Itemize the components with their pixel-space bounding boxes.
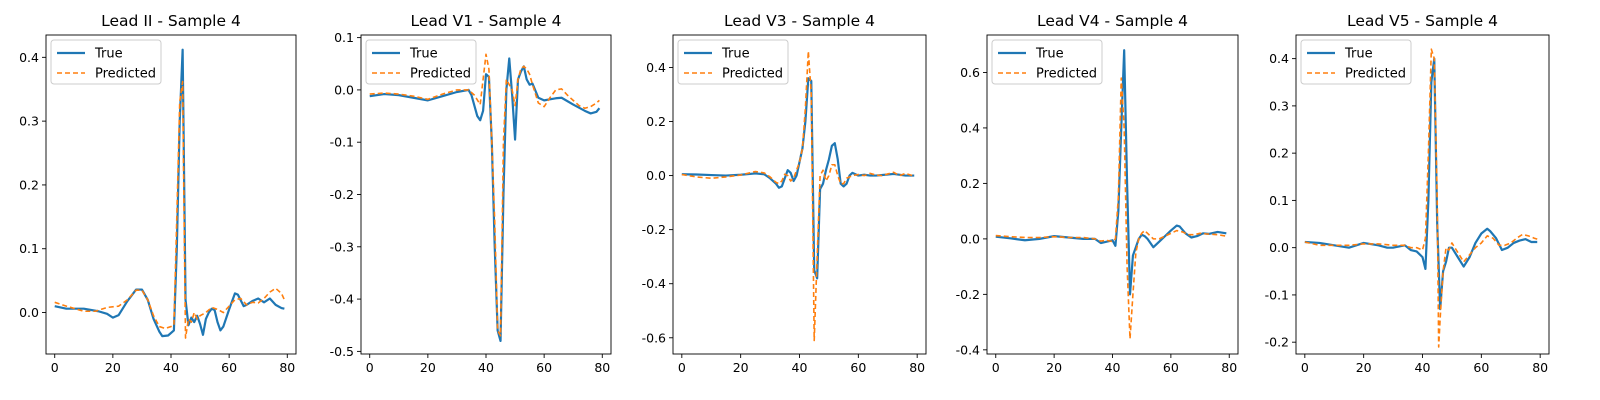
series-line-true	[54, 48, 285, 338]
y-tick-label: -0.4	[330, 292, 354, 307]
x-tick-label: 60	[221, 360, 237, 375]
y-tick-label: 0.4	[1269, 51, 1289, 66]
y-tick-label: 0.0	[960, 231, 980, 246]
x-tick-label: 80	[909, 360, 925, 375]
x-tick-label: 60	[1163, 360, 1179, 375]
series-line-true	[995, 49, 1227, 296]
y-tick-label: 0.3	[19, 114, 39, 129]
y-tick-label: 0.1	[334, 30, 354, 45]
y-tick-label: 0.0	[19, 305, 39, 320]
series-line-predicted	[995, 77, 1227, 340]
subplot-3: Lead V3 - Sample 4 0 20 40 60 80 0.4 0.2 0.0 -0.2…	[642, 12, 927, 375]
y-tick-label: 0.2	[960, 176, 980, 191]
x-tick-label: 0	[992, 360, 1000, 375]
legend-label-predicted: Predicted	[722, 67, 783, 82]
x-tick-label: 20	[1046, 360, 1062, 375]
y-tick-label: -0.4	[642, 276, 666, 291]
subplot-title: Lead V4 - Sample 4	[1037, 12, 1188, 30]
y-tick-label: 0.6	[960, 65, 980, 80]
x-tick-label: 80	[594, 360, 610, 375]
y-tick-label: 0.1	[19, 241, 39, 256]
y-tick-label: -0.3	[330, 239, 354, 254]
y-tick-label: 0.0	[334, 82, 354, 97]
legend-box	[991, 39, 1103, 85]
legend-box	[365, 39, 477, 85]
legend-label-predicted: Predicted	[95, 67, 156, 82]
legend-label-true: True	[1344, 47, 1373, 62]
y-tick-label: -0.1	[1265, 287, 1289, 302]
y-tick-label: 0.1	[1269, 193, 1289, 208]
y-tick-label: 0.2	[19, 177, 39, 192]
x-tick-label: 20	[420, 360, 436, 375]
x-tick-label: 0	[366, 360, 374, 375]
subplot-5: Lead V5 - Sample 4 0 20 40 60 80 0.4 0.3 0.2 0.1 0…	[1265, 12, 1550, 375]
x-tick-label: 60	[850, 360, 866, 375]
x-tick-label: 20	[105, 360, 121, 375]
series-line-true	[369, 57, 601, 343]
legend-label-predicted: Predicted	[410, 67, 471, 82]
y-tick-label: 0.2	[1269, 146, 1289, 161]
subplot-title: Lead V3 - Sample 4	[724, 12, 875, 30]
series-line-true	[1304, 57, 1538, 311]
legend-label-true: True	[1035, 47, 1064, 62]
x-tick-label: 40	[478, 360, 494, 375]
series-line-predicted	[54, 80, 286, 339]
series-line-predicted	[681, 50, 915, 342]
x-tick-label: 40	[792, 360, 808, 375]
y-tick-label: 0.0	[646, 168, 666, 183]
y-tick-label: -0.2	[330, 187, 354, 202]
x-tick-label: 40	[1415, 360, 1431, 375]
subplot-2: Lead V1 - Sample 4 0 20 40 60 80 0.1 0.0 -0.1 -0.…	[330, 12, 612, 375]
y-tick-label: 0.2	[646, 114, 666, 129]
x-tick-label: 80	[279, 360, 295, 375]
subplot-4: Lead V4 - Sample 4 0 20 40 60 80 0.6 0.4 0.2 0.0 -…	[956, 12, 1239, 375]
legend-label-true: True	[721, 47, 750, 62]
series-line-predicted	[1304, 48, 1538, 348]
legend-box	[677, 39, 789, 85]
y-tick-label: -0.6	[642, 330, 666, 345]
y-tick-label: -0.2	[1265, 335, 1289, 350]
legend-box	[50, 39, 162, 85]
x-tick-label: 60	[1473, 360, 1489, 375]
subplot-title: Lead II - Sample 4	[101, 12, 241, 30]
y-tick-label: -0.2	[642, 222, 666, 237]
y-tick-label: 0.4	[960, 120, 980, 135]
x-tick-label: 0	[51, 360, 59, 375]
y-tick-label: 0.4	[646, 60, 666, 75]
subplot-1: Lead II - Sample 4 0 20 40 60 80 0.0 0.1 0.2 0.3 0…	[19, 12, 297, 375]
x-tick-label: 80	[1221, 360, 1237, 375]
y-tick-label: -0.2	[956, 287, 980, 302]
y-tick-label: -0.4	[956, 342, 980, 357]
y-tick-label: 0.0	[1269, 240, 1289, 255]
y-tick-label: -0.1	[330, 135, 354, 150]
x-tick-label: 60	[536, 360, 552, 375]
legend-label-true: True	[409, 47, 438, 62]
x-tick-label: 0	[678, 360, 686, 375]
x-tick-label: 0	[1301, 360, 1309, 375]
x-tick-label: 20	[733, 360, 749, 375]
x-tick-label: 80	[1532, 360, 1548, 375]
legend-label-predicted: Predicted	[1036, 67, 1097, 82]
subplot-title: Lead V1 - Sample 4	[411, 12, 562, 30]
x-tick-label: 20	[1356, 360, 1372, 375]
y-tick-label: 0.3	[1269, 98, 1289, 113]
y-tick-label: 0.4	[19, 50, 39, 65]
legend-label-true: True	[94, 47, 123, 62]
legend-box	[1300, 39, 1412, 85]
legend-label-predicted: Predicted	[1345, 67, 1406, 82]
subplot-title: Lead V5 - Sample 4	[1347, 12, 1498, 30]
x-tick-label: 40	[163, 360, 179, 375]
x-tick-label: 40	[1105, 360, 1121, 375]
y-tick-label: -0.5	[330, 344, 354, 359]
